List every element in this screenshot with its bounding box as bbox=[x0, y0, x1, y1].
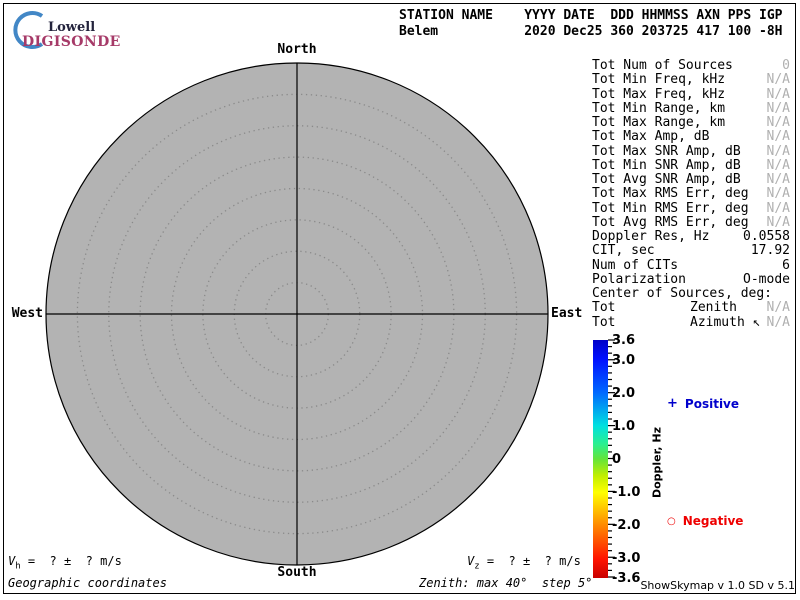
stats-row: Tot Max SNR Amp, dB N/A bbox=[592, 143, 793, 159]
stats-row: Tot Min Range, km N/A bbox=[592, 100, 793, 116]
zenith-scale-note: Zenith: max 40° step 5° bbox=[419, 576, 593, 590]
vz-symbol: V bbox=[467, 554, 475, 568]
horizontal-velocity-readout: Vh = ? ± ? m/s bbox=[8, 554, 122, 572]
stats-value: N/A bbox=[766, 129, 790, 145]
stats-row: Tot Max Freq, kHz N/A bbox=[592, 86, 793, 102]
stats-label: Tot Avg SNR Amp, dB bbox=[592, 172, 741, 187]
stats-label: Tot Max RMS Err, deg bbox=[592, 186, 749, 202]
stats-row: CIT, sec 17.92 bbox=[592, 243, 793, 259]
stats-value: N/A bbox=[766, 200, 790, 216]
stats-value: 0.0558 bbox=[743, 229, 790, 244]
stats-row: Doppler Res, Hz 0.0558 bbox=[592, 229, 793, 244]
stats-label: Tot Max Amp, dB bbox=[592, 129, 710, 145]
stats-label: Polarization bbox=[592, 271, 686, 287]
stats-label: Tot Max Freq, kHz bbox=[592, 86, 726, 102]
stats-value: N/A bbox=[766, 115, 790, 130]
lowell-digisonde-logo: Lowell DIGISONDE bbox=[8, 6, 138, 52]
colorbar-tick-label: -3.6 bbox=[612, 571, 641, 586]
stats-label: Num of CITs bbox=[592, 257, 679, 273]
colorbar-ticks bbox=[608, 339, 615, 578]
legend-negative-label: Negative bbox=[682, 514, 744, 528]
stats-label: Doppler Res, Hz bbox=[592, 229, 710, 244]
stats-row: Tot Min Freq, kHz N/A bbox=[592, 72, 793, 88]
plus-marker-icon: + bbox=[667, 396, 678, 411]
colorbar-tick-label: -3.0 bbox=[612, 551, 641, 567]
stats-row: Num of CITs 6 bbox=[592, 257, 793, 273]
stats-value: N/A bbox=[766, 214, 790, 230]
vertical-velocity-readout: Vz = ? ± ? m/s bbox=[467, 554, 581, 572]
stats-row: Tot Avg SNR Amp, dB N/A bbox=[592, 172, 793, 187]
stats-label: Tot Min Freq, kHz bbox=[592, 72, 726, 88]
station-header-columns: STATION NAME YYYY DATE DDD HHMMSS AXN PP… bbox=[399, 8, 783, 23]
stats-value: 0 bbox=[782, 58, 790, 73]
logo-lowell-text: Lowell bbox=[48, 20, 96, 35]
stats-label: Tot Num of Sources bbox=[592, 58, 733, 73]
stats-row: Tot Zenith N/A bbox=[592, 300, 793, 316]
legend-negative: ○ Negative bbox=[667, 514, 743, 528]
direction-label-east: East bbox=[551, 306, 583, 321]
version-text: ShowSkymap v 1.0 SD v 5.1 bbox=[640, 579, 795, 592]
stats-value: N/A bbox=[766, 157, 790, 173]
stats-value: N/A bbox=[766, 300, 790, 316]
stats-value: N/A bbox=[766, 143, 790, 159]
stats-panel: Tot Num of Sources 0 Tot Min Freq, kHz N/A T… bbox=[592, 58, 793, 330]
stats-label: Tot Max SNR Amp, dB bbox=[592, 143, 741, 159]
stats-value: N/A bbox=[766, 72, 790, 88]
stats-mid-label: Azimuth ↖ bbox=[690, 314, 761, 330]
stats-label: Tot Min Range, km bbox=[592, 100, 726, 116]
direction-label-south: South bbox=[277, 565, 317, 580]
stats-row: Tot Max RMS Err, deg N/A bbox=[592, 186, 793, 202]
stats-row: Tot Avg RMS Err, deg N/A bbox=[592, 214, 793, 230]
stats-value: N/A bbox=[766, 86, 790, 102]
legend-positive: + Positive bbox=[667, 396, 739, 411]
station-header-values: Belem 2020 Dec25 360 203725 417 100 -8H bbox=[399, 24, 783, 39]
stats-value: 6 bbox=[782, 257, 790, 273]
stats-row: Tot Max Amp, dB N/A bbox=[592, 129, 793, 145]
stats-row: Tot Num of Sources 0 bbox=[592, 58, 793, 73]
stats-label: Tot Avg RMS Err, deg bbox=[592, 214, 749, 230]
stats-row: Polarization O-mode bbox=[592, 271, 793, 287]
legend-positive-label: Positive bbox=[684, 396, 740, 411]
stats-value: N/A bbox=[766, 100, 790, 116]
stats-label: Tot Min RMS Err, deg bbox=[592, 200, 749, 216]
logo-digisonde-text: DIGISONDE bbox=[22, 34, 121, 50]
direction-label-west: West bbox=[11, 306, 43, 321]
colorbar-tick-label: -1.0 bbox=[612, 485, 641, 501]
stats-value: N/A bbox=[766, 186, 790, 202]
stats-label: Tot bbox=[592, 300, 616, 316]
stats-row: Tot Min RMS Err, deg N/A bbox=[592, 200, 793, 216]
coordinate-system-note: Geographic coordinates bbox=[8, 576, 167, 590]
stats-value: 17.92 bbox=[750, 243, 790, 259]
stats-label: Tot bbox=[592, 314, 616, 330]
circle-marker-icon: ○ bbox=[667, 515, 676, 527]
doppler-colorbar bbox=[593, 340, 608, 578]
stats-label: CIT, sec bbox=[592, 243, 655, 259]
crescent-icon bbox=[13, 11, 44, 49]
colorbar-tick-label: 2.0 bbox=[612, 385, 636, 401]
direction-label-north: North bbox=[277, 42, 317, 57]
stats-label: Tot Min SNR Amp, dB bbox=[592, 157, 741, 173]
colorbar-tick-label: 0 bbox=[612, 452, 622, 467]
stats-value: N/A bbox=[766, 314, 790, 330]
colorbar-tick-label: 1.0 bbox=[612, 418, 636, 434]
colorbar-tick-label: 3.0 bbox=[612, 352, 636, 368]
stats-row: Center of Sources, deg: bbox=[592, 286, 793, 301]
vh-symbol: V bbox=[8, 554, 16, 568]
colorbar-tick-label: 3.6 bbox=[612, 333, 636, 348]
stats-row: Tot Max Range, km N/A bbox=[592, 115, 793, 130]
colorbar-title: Doppler, Hz bbox=[650, 426, 664, 499]
stats-mid-label: Zenith bbox=[690, 300, 737, 316]
stats-row: Tot Min SNR Amp, dB N/A bbox=[592, 157, 793, 173]
colorbar-tick-labels: 3.6 3.0 2.0 1.0 0 -1.0 -2.0 -3.0 -3.6 bbox=[610, 333, 654, 586]
stats-label: Tot Max Range, km bbox=[592, 115, 726, 130]
stats-value: N/A bbox=[766, 172, 790, 187]
colorbar-tick-label: -2.0 bbox=[612, 518, 641, 534]
stats-label: Center of Sources, deg: bbox=[592, 286, 773, 301]
skymap-polar-plot bbox=[45, 62, 549, 566]
window-frame bbox=[3, 3, 796, 594]
stats-value: O-mode bbox=[743, 271, 790, 287]
stats-row: Tot Azimuth ↖ N/A bbox=[592, 314, 793, 330]
